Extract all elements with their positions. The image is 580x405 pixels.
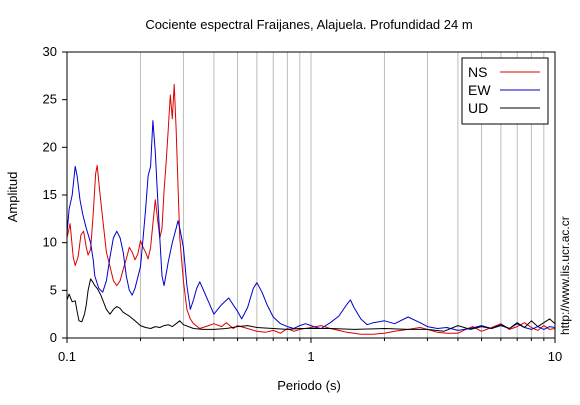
- series-line-ew: [66, 120, 556, 331]
- legend-label-ns: NS: [468, 64, 487, 80]
- x-tick-label: 0.1: [58, 349, 76, 364]
- plot-area: [66, 83, 556, 335]
- y-tick-label: 25: [43, 92, 57, 107]
- y-tick-label: 15: [43, 187, 57, 202]
- axes: 0 5 10 15 20 25 30 0.1 1 10: [43, 44, 563, 364]
- x-tick-label: 10: [548, 349, 562, 364]
- legend-label-ew: EW: [468, 82, 491, 98]
- series-line-ns: [66, 83, 556, 335]
- y-axis-label: Amplitud: [5, 172, 20, 223]
- legend: NS EW UD: [461, 57, 549, 125]
- website-watermark: http://www.lis.ucr.ac.cr: [558, 216, 572, 335]
- x-axis-label: Periodo (s): [277, 378, 341, 393]
- grid-lines: [66, 52, 545, 338]
- y-tick-label: 30: [43, 44, 57, 59]
- y-tick-label: 20: [43, 139, 57, 154]
- y-tick-label: 10: [43, 235, 57, 250]
- chart-title: Cociente espectral Fraijanes, Alajuela. …: [145, 17, 472, 32]
- y-tick-label: 5: [50, 282, 57, 297]
- legend-box: [461, 57, 549, 125]
- legend-label-ud: UD: [468, 100, 488, 116]
- series-line-ud: [66, 278, 556, 332]
- y-tick-label: 0: [50, 330, 57, 345]
- x-tick-label: 1: [307, 349, 314, 364]
